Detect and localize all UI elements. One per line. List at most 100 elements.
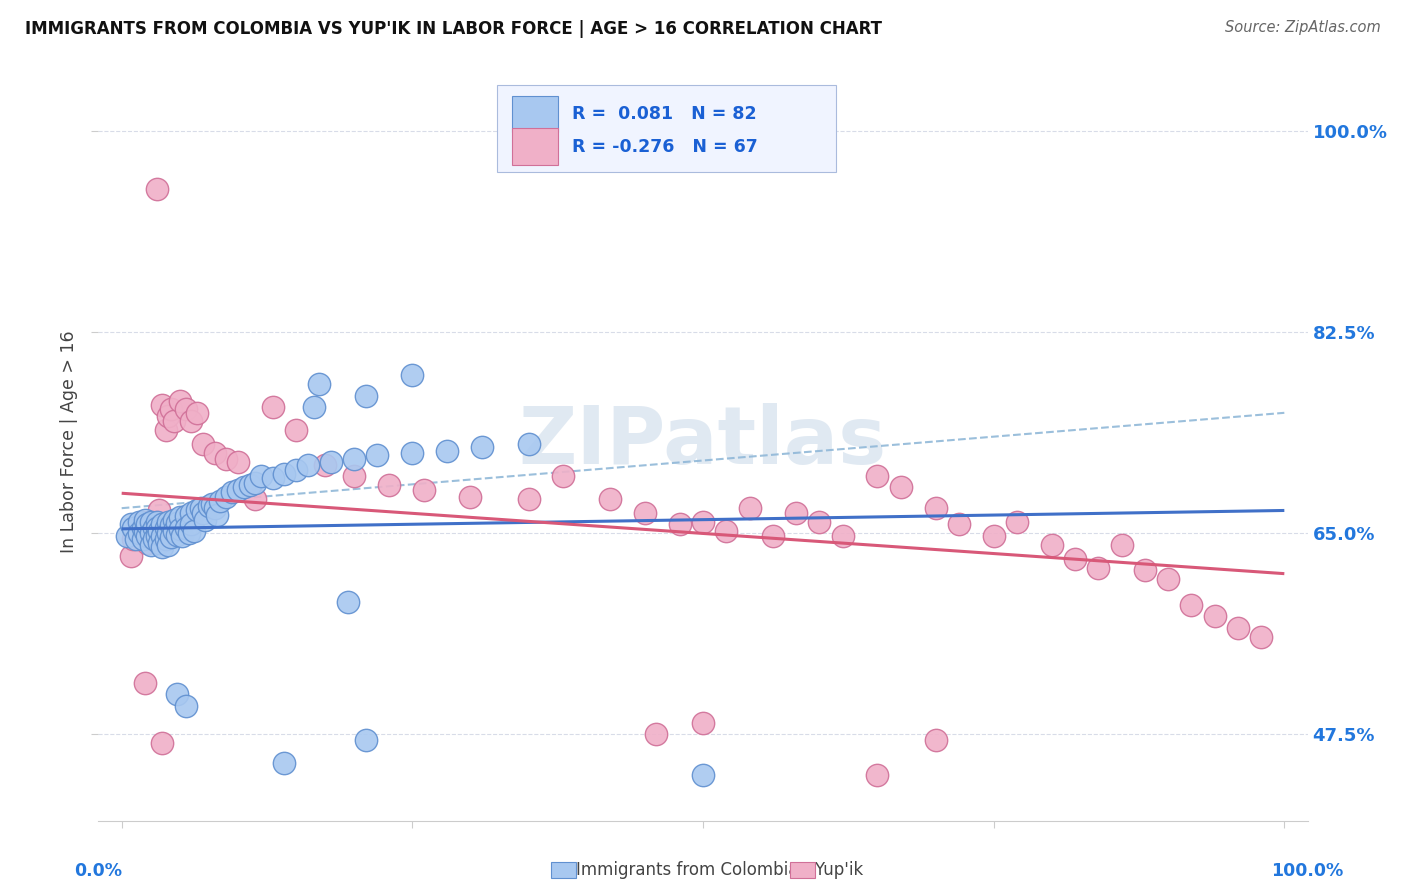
Point xyxy=(209,494,232,508)
Point xyxy=(174,509,197,524)
Point xyxy=(148,535,170,549)
Point xyxy=(136,529,159,543)
Y-axis label: In Labor Force | Age > 16: In Labor Force | Age > 16 xyxy=(60,330,79,553)
Point xyxy=(226,455,249,469)
Point xyxy=(517,491,540,506)
Point xyxy=(1157,573,1180,587)
Point xyxy=(174,521,197,535)
Point xyxy=(232,481,254,495)
Point xyxy=(150,540,173,554)
Point xyxy=(145,182,167,196)
Bar xyxy=(512,128,558,165)
Point xyxy=(131,532,153,546)
Point xyxy=(128,529,150,543)
Point xyxy=(205,508,228,522)
Point xyxy=(131,521,153,535)
Point xyxy=(191,437,214,451)
Point xyxy=(245,475,267,490)
Text: Source: ZipAtlas.com: Source: ZipAtlas.com xyxy=(1225,20,1381,35)
Point xyxy=(134,524,156,538)
Point xyxy=(1133,563,1156,577)
Point xyxy=(273,756,295,771)
Point xyxy=(983,529,1005,543)
Bar xyxy=(512,95,558,132)
Point xyxy=(785,506,807,520)
Point xyxy=(1204,609,1226,624)
Point xyxy=(150,735,173,749)
Point xyxy=(692,716,714,731)
Point xyxy=(471,440,494,454)
Point xyxy=(150,529,173,543)
Point xyxy=(145,529,167,543)
Point xyxy=(215,451,238,466)
Point xyxy=(692,767,714,781)
Text: R =  0.081   N = 82: R = 0.081 N = 82 xyxy=(572,105,756,123)
Point xyxy=(174,402,197,417)
Point xyxy=(124,532,146,546)
Point xyxy=(319,455,342,469)
Point xyxy=(159,530,181,544)
Point xyxy=(308,377,330,392)
Point xyxy=(145,515,167,529)
Point xyxy=(169,510,191,524)
Point xyxy=(134,675,156,690)
Point xyxy=(302,400,325,414)
Point xyxy=(159,518,181,533)
Point xyxy=(122,521,145,535)
Point xyxy=(808,515,831,529)
Point xyxy=(155,532,177,546)
Point xyxy=(1226,621,1249,635)
Point xyxy=(134,513,156,527)
Point xyxy=(890,481,912,495)
Point xyxy=(128,515,150,529)
Point xyxy=(1111,538,1133,552)
Point xyxy=(948,517,970,532)
Point xyxy=(163,414,186,428)
Point xyxy=(924,733,946,747)
Point xyxy=(139,526,162,541)
Point xyxy=(148,503,170,517)
Point xyxy=(117,529,139,543)
Point xyxy=(460,490,482,504)
Point xyxy=(204,501,226,516)
Point xyxy=(314,458,336,472)
Text: 0.0%: 0.0% xyxy=(75,863,122,880)
Point xyxy=(553,469,575,483)
Point xyxy=(157,538,180,552)
Point xyxy=(239,478,262,492)
Point xyxy=(180,517,202,532)
Point xyxy=(436,443,458,458)
Point xyxy=(1064,551,1087,566)
Point xyxy=(413,483,436,497)
Point xyxy=(354,388,377,402)
Point xyxy=(163,524,186,538)
Point xyxy=(634,506,657,520)
Point xyxy=(738,501,761,516)
Point xyxy=(155,423,177,437)
Point xyxy=(831,529,853,543)
Point xyxy=(226,483,249,497)
Text: IMMIGRANTS FROM COLOMBIA VS YUP'IK IN LABOR FORCE | AGE > 16 CORRELATION CHART: IMMIGRANTS FROM COLOMBIA VS YUP'IK IN LA… xyxy=(25,20,883,37)
Point xyxy=(172,529,194,543)
Point xyxy=(262,400,284,414)
Point xyxy=(245,491,267,506)
Point xyxy=(1250,630,1272,644)
Point xyxy=(180,506,202,520)
Point xyxy=(150,398,173,412)
Point xyxy=(343,451,366,466)
Point xyxy=(169,394,191,409)
Point xyxy=(157,526,180,541)
Point xyxy=(866,469,889,483)
Point xyxy=(163,513,186,527)
Point xyxy=(148,524,170,538)
Point xyxy=(159,402,181,417)
Point xyxy=(157,409,180,424)
Point xyxy=(183,524,205,538)
Point xyxy=(120,517,142,532)
Point xyxy=(250,469,273,483)
Point xyxy=(201,497,224,511)
Point xyxy=(186,503,208,517)
Point xyxy=(401,368,423,382)
Point xyxy=(150,517,173,532)
Point xyxy=(285,463,308,477)
